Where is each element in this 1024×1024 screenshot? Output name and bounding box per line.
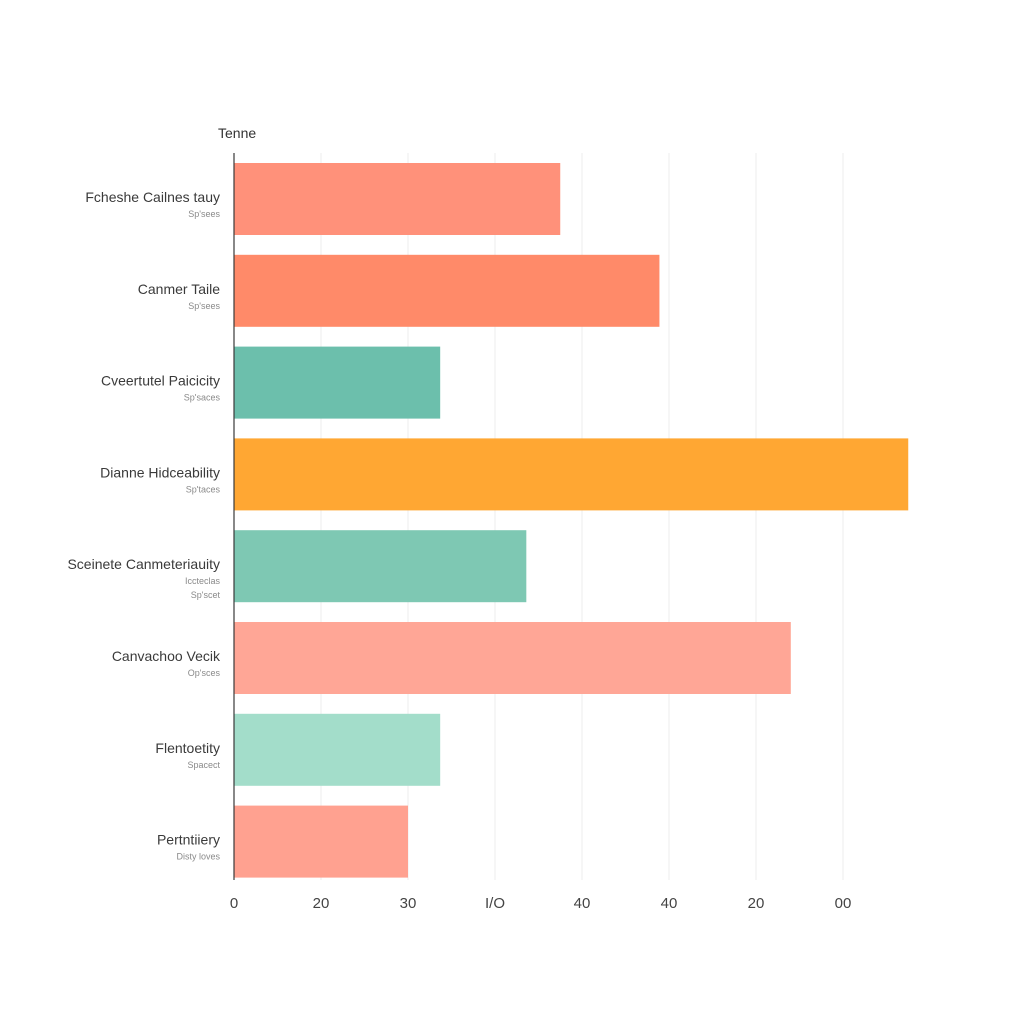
bar xyxy=(234,805,408,878)
x-tick-label: 20 xyxy=(748,895,765,912)
x-tick-label: 40 xyxy=(574,895,591,912)
bar xyxy=(234,346,441,419)
bar xyxy=(234,254,660,327)
x-tick-label: 0 xyxy=(230,895,238,912)
category-label: Sceinete Canmeteriauity xyxy=(67,556,220,572)
category-label: Pertntiiery xyxy=(157,832,220,848)
category-sublabel: Spacect xyxy=(187,760,220,770)
category-sublabel: Sp'taces xyxy=(186,484,221,494)
x-tick-label: I/O xyxy=(485,895,505,912)
x-tick-label: 20 xyxy=(313,895,330,912)
category-label: Dianne Hidceability xyxy=(100,464,220,480)
bars xyxy=(234,163,909,878)
category-label: Canvachoo Vecik xyxy=(112,648,221,664)
category-labels: Fcheshe Cailnes tauy Sp'sees Canmer Taile S… xyxy=(67,189,221,862)
bar xyxy=(234,438,909,511)
category-sublabel: Disty loves xyxy=(176,852,220,862)
category-sublabel: Sp'scet xyxy=(191,590,221,600)
category-sublabel: Sp'saces xyxy=(184,393,221,403)
category-label: Fcheshe Cailnes tauy xyxy=(85,189,220,205)
bar xyxy=(234,622,791,694)
x-tick-label: 30 xyxy=(400,895,417,912)
bar xyxy=(234,530,527,603)
category-sublabel: Sp'sees xyxy=(188,301,220,311)
chart-title: Tenne xyxy=(218,125,256,141)
bar xyxy=(234,713,441,786)
category-sublabel: Op'sces xyxy=(188,668,221,678)
x-tick-label: 40 xyxy=(661,895,678,912)
category-sublabel: Sp'sees xyxy=(188,209,220,219)
category-sublabel: Iccteclas xyxy=(185,576,221,586)
category-label: Cveertutel Paicicity xyxy=(101,373,220,389)
x-axis-ticks: 0 20 30 I/O 40 40 20 00 xyxy=(230,895,852,912)
category-label: Canmer Taile xyxy=(138,281,220,297)
x-tick-label: 00 xyxy=(835,895,852,912)
bar xyxy=(234,163,561,235)
category-label: Flentoetity xyxy=(155,740,220,756)
